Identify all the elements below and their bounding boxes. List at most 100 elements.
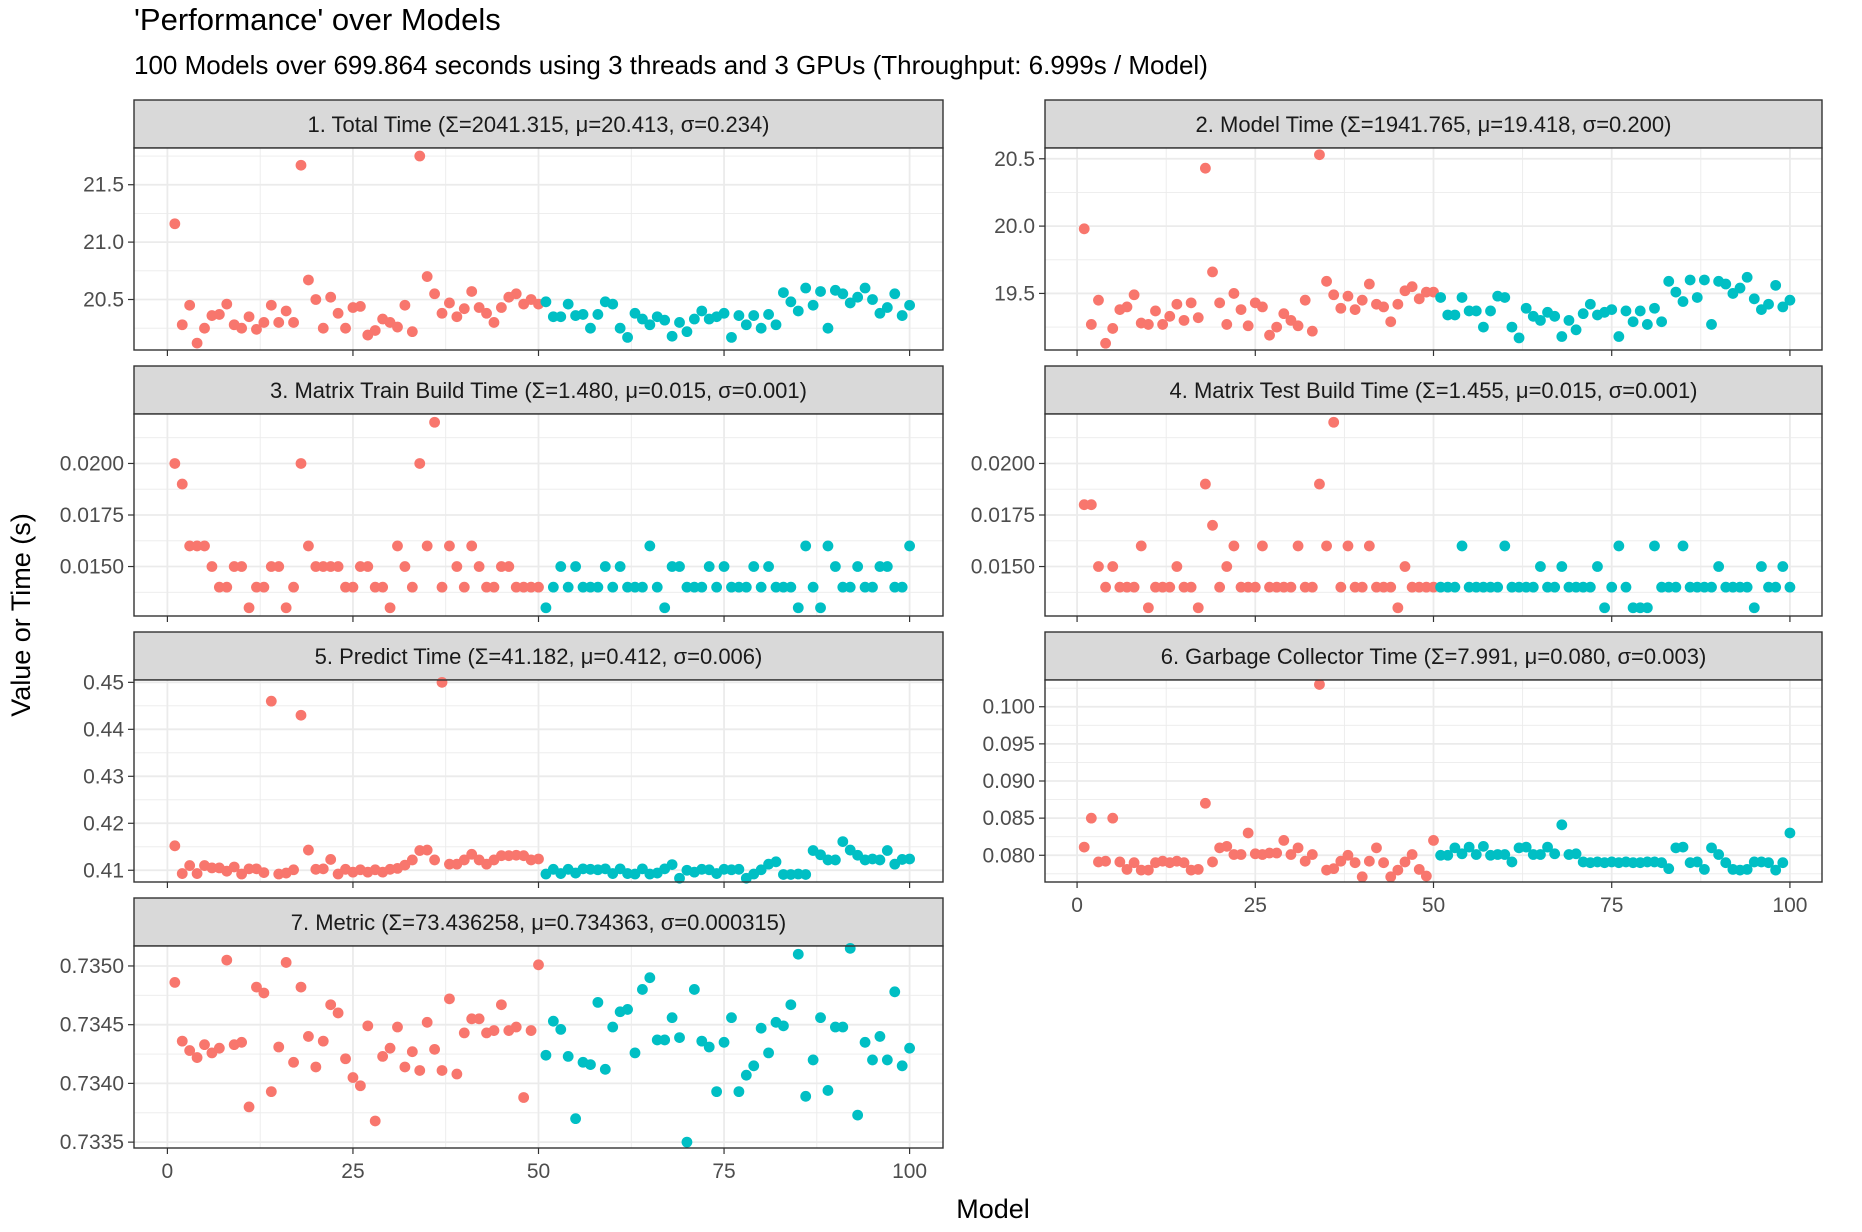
data-point [273,561,285,572]
data-point [547,581,559,593]
data-point [1178,314,1190,326]
data-point [1634,305,1646,317]
data-point [740,581,752,593]
data-point [421,844,433,856]
data-point [829,854,841,866]
data-point [1420,870,1432,882]
data-point [807,581,819,593]
data-point [815,602,826,614]
data-point [829,561,841,572]
data-point [1299,855,1311,867]
data-point [792,305,804,317]
data-point [1556,331,1568,342]
data-point [495,999,507,1011]
data-point [822,854,834,866]
data-point [295,981,307,993]
data-point [1128,581,1140,593]
data-point [1670,581,1682,593]
data-point [1214,297,1226,309]
data-point [1520,302,1532,314]
data-point [377,581,389,593]
data-point [726,1012,737,1024]
data-point [1185,297,1197,309]
facet-panel-2: 2. Model Time (Σ=1941.765, μ=19.418, σ=0… [994,99,1823,385]
data-point [1178,857,1190,869]
data-point [1406,849,1418,860]
data-point [585,322,596,334]
data-point [258,581,270,593]
data-point [770,581,782,593]
data-point [325,999,337,1011]
data-point [451,311,463,323]
data-point [904,1042,916,1054]
data-point [1670,286,1682,298]
data-point [221,298,233,310]
data-point [265,1086,277,1098]
data-point [585,581,596,593]
data-point [726,331,737,343]
data-point [251,323,262,335]
data-point [1442,849,1454,861]
data-point [213,1042,225,1054]
data-point [733,863,745,875]
data-point [1321,275,1332,287]
data-point [896,310,908,321]
facet-strip-label: 6. Garbage Collector Time (Σ=7.991, μ=0.… [1161,644,1707,669]
data-point [317,863,329,875]
data-point [881,845,893,856]
data-point [510,288,522,300]
data-point [555,311,567,323]
data-point [622,331,633,343]
data-point [540,296,552,308]
data-point [696,581,708,593]
data-point [1592,561,1603,572]
data-point [763,561,774,572]
data-point [518,581,530,593]
data-point [1299,294,1311,306]
data-point [904,853,916,865]
data-point [288,317,299,328]
data-point [718,307,730,319]
data-point [310,1061,322,1073]
data-point [362,1020,374,1032]
data-point [1770,279,1782,291]
data-point [555,561,567,572]
data-point [421,1016,433,1028]
data-point [874,307,886,319]
data-point [1207,266,1218,278]
data-point [674,872,685,884]
data-point [481,307,492,319]
data-point [354,300,366,312]
data-point [1656,316,1668,328]
data-point [495,302,507,313]
data-point [1770,864,1782,876]
data-point [852,561,864,572]
y-tick-label: 0.7350 [60,955,124,978]
data-point [1150,305,1161,317]
data-point [288,864,299,876]
data-point [599,1063,611,1075]
data-point [577,309,589,320]
data-point [392,1021,403,1033]
data-point [1285,849,1297,860]
y-tick-label: 19.5 [994,282,1035,305]
data-point [1164,310,1176,322]
data-point [629,581,641,593]
data-point [1171,561,1183,572]
facet-panel-7: 7. Metric (Σ=73.436258, μ=0.734363, σ=0.… [60,897,944,1183]
data-point [392,540,403,552]
x-tick-label: 100 [892,1160,927,1183]
data-point [1392,602,1404,614]
data-point [525,1025,537,1036]
data-point [451,561,463,572]
data-point [429,416,440,428]
data-point [228,561,240,572]
x-axis-title: Model [956,1194,1030,1224]
data-point [755,581,767,593]
data-point [1192,863,1204,875]
data-point [659,602,671,614]
data-point [466,848,478,860]
data-point [1257,301,1268,313]
data-point [184,540,196,552]
